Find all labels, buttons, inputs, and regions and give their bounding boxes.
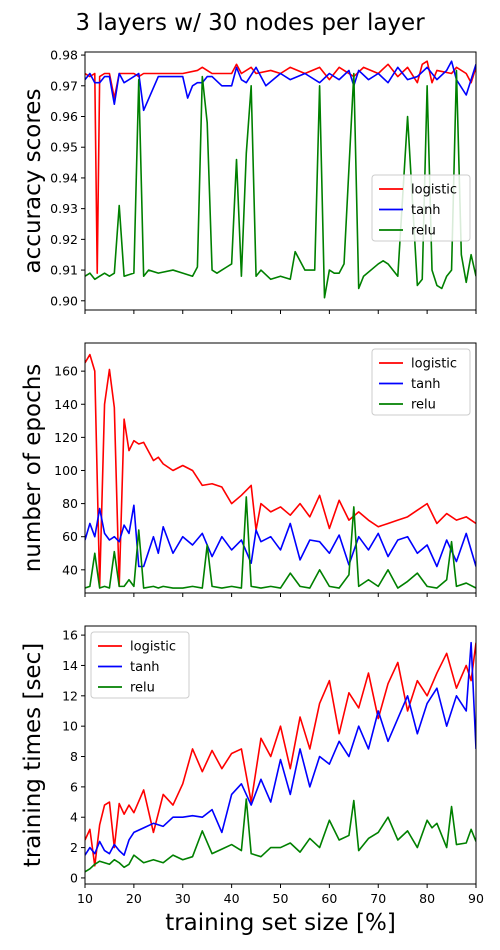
series-line-relu (85, 798, 476, 873)
y-tick-label: 0.90 (50, 293, 78, 308)
x-tick-label: 70 (370, 891, 386, 906)
legend-label-logistic: logistic (411, 183, 457, 198)
chart-panel-2: 40 60 80 100 120 140 160 number of epochs logist… (20, 342, 477, 597)
y-tick-label: 12 (62, 688, 78, 703)
y-axis-label: number of epochs (20, 364, 46, 573)
y-tick-label: 0.91 (50, 263, 78, 278)
y-tick-label: 2 (70, 840, 78, 855)
y-tick-label: 120 (54, 430, 78, 445)
legend-label-tanh: tanh (411, 203, 441, 218)
series-line-logistic (85, 353, 476, 588)
y-tick-label: 160 (54, 364, 78, 379)
series-line-tanh (85, 504, 476, 568)
y-tick-label: 0.95 (50, 140, 78, 155)
series-line-tanh (85, 60, 476, 112)
figure-title: 3 layers w/ 30 nodes per layer (75, 10, 425, 36)
series-group (85, 353, 476, 589)
y-axis-label: training times [sec] (20, 643, 46, 867)
charts-root: 0.90 0.91 0.92 0.93 0.94 0.95 0.96 0.97 0.98 accu… (20, 48, 484, 936)
legend-box (90, 631, 190, 699)
legend-label-relu: relu (411, 398, 436, 413)
y-axis-label: accuracy scores (20, 89, 46, 274)
legend-label-relu: relu (411, 224, 436, 239)
y-tick-label: 4 (70, 810, 78, 825)
legend-label-logistic: logistic (130, 640, 176, 655)
legend-label-tanh: tanh (411, 377, 441, 392)
legend: logistic tanh relu (90, 631, 190, 699)
x-tick-label: 20 (126, 891, 142, 906)
x-tick-label: 40 (224, 891, 240, 906)
chart-panel-1: 0.90 0.91 0.92 0.93 0.94 0.95 0.96 0.97 0.98 accu… (20, 48, 477, 314)
legend: logistic tanh relu (371, 174, 471, 242)
y-tick-label: 140 (54, 397, 78, 412)
y-tick-label: 10 (62, 719, 78, 734)
x-tick-label: 80 (419, 891, 435, 906)
series-line-logistic (85, 642, 476, 867)
x-tick-label: 30 (175, 891, 191, 906)
series-line-relu (85, 496, 476, 589)
y-tick-label: 0.94 (50, 170, 78, 185)
legend-label-tanh: tanh (130, 660, 160, 675)
legend-label-logistic: logistic (411, 357, 457, 372)
legend: logistic tanh relu (371, 348, 471, 416)
y-tick-label: 16 (62, 628, 78, 643)
x-tick-label: 60 (321, 891, 337, 906)
x-tick-label: 50 (273, 891, 289, 906)
y-tick-label: 40 (62, 562, 78, 577)
y-tick-label: 60 (62, 529, 78, 544)
x-tick-label: 10 (77, 891, 93, 906)
series-line-tanh (85, 641, 476, 856)
x-axis-label: training set size [%] (165, 910, 396, 936)
legend-box (371, 348, 471, 416)
y-tick-label: 6 (70, 779, 78, 794)
y-tick-label: 14 (62, 658, 78, 673)
chart-panel-3: 0 2 4 6 8 10 12 14 16 10 20 30 40 50 60 70 80 90 training … (20, 625, 484, 936)
y-tick-label: 0.97 (50, 78, 78, 93)
y-tick-label: 80 (62, 496, 78, 511)
y-tick-label: 8 (70, 749, 78, 764)
y-tick-label: 0.96 (50, 109, 78, 124)
x-tick-label: 90 (468, 891, 484, 906)
y-tick-label: 0 (70, 870, 78, 885)
legend-box (371, 174, 471, 242)
y-tick-label: 0.98 (50, 48, 78, 63)
y-tick-label: 0.92 (50, 232, 78, 247)
y-tick-label: 0.93 (50, 201, 78, 216)
legend-label-relu: relu (130, 681, 155, 696)
y-tick-label: 100 (54, 463, 78, 478)
series-group (85, 641, 476, 873)
